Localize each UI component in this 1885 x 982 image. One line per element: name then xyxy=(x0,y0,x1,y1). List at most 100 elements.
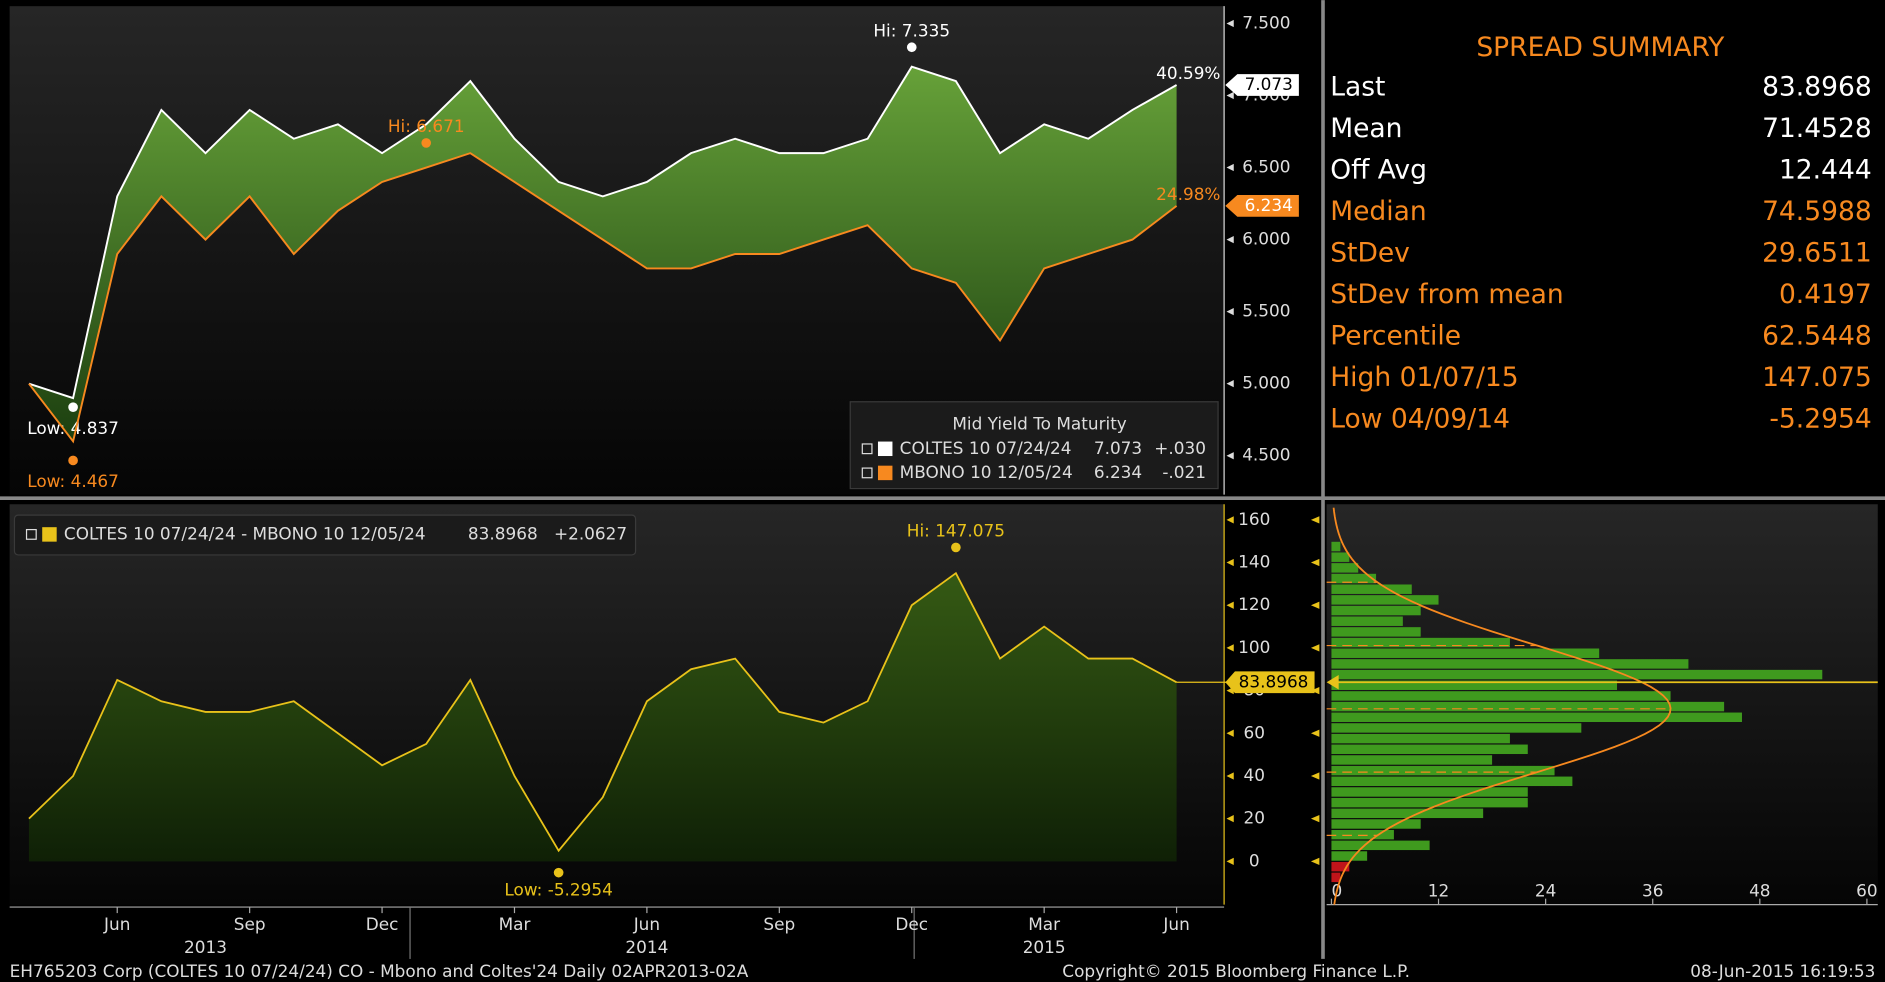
low-label: Low: 4.837 xyxy=(27,418,119,438)
hist-bar xyxy=(1331,851,1368,861)
legend-box xyxy=(849,401,1219,490)
hist-bar xyxy=(1331,552,1350,562)
summary-value: 0.4197 xyxy=(1779,279,1872,310)
summary-label: Median xyxy=(1330,196,1426,227)
hist-bar xyxy=(1331,563,1359,573)
low-marker xyxy=(68,455,78,466)
hist-bar xyxy=(1331,669,1823,680)
last-value-box xyxy=(1225,195,1299,217)
year-label: 2014 xyxy=(625,937,668,957)
legend-name: COLTES 10 07/24/24 - MBONO 10 12/05/24 xyxy=(64,523,426,543)
summary-label: StDev xyxy=(1330,238,1410,269)
y-tick-label: 0 xyxy=(1249,850,1260,870)
hist-y-tick xyxy=(1310,729,1320,737)
x-tick-label: 24 xyxy=(1535,880,1556,900)
high-label: Hi: 7.335 xyxy=(873,21,950,41)
spread-area xyxy=(28,573,1177,862)
summary-label: Off Avg xyxy=(1330,155,1427,186)
y-tick-label: 120 xyxy=(1238,594,1270,614)
y-tick-label: 20 xyxy=(1244,808,1265,828)
x-tick-label: Mar xyxy=(1028,914,1060,934)
legend-value: 83.8968 xyxy=(468,523,538,543)
hist-y-tick xyxy=(1310,644,1320,652)
legend-swatch xyxy=(877,441,893,457)
y-tick xyxy=(1226,815,1234,823)
y-tick-label: 5.500 xyxy=(1242,301,1290,321)
hist-bar xyxy=(1331,712,1742,723)
x-tick-label: Sep xyxy=(763,914,795,934)
y-tick-label: 160 xyxy=(1238,509,1270,529)
change-pct: 24.98% xyxy=(1156,184,1220,204)
hist-bar xyxy=(1331,765,1555,776)
last-value-arrow xyxy=(1326,675,1339,690)
y-tick xyxy=(1226,452,1234,460)
legend-change: +2.0627 xyxy=(554,523,627,543)
y-tick-label: 6.500 xyxy=(1242,157,1290,177)
y-tick xyxy=(1226,235,1234,244)
hist-bar xyxy=(1331,584,1412,594)
hist-bar xyxy=(1331,787,1528,797)
y-tick-label: 7.500 xyxy=(1242,12,1290,32)
last-value: 7.073 xyxy=(1245,74,1293,94)
hist-bar xyxy=(1331,733,1510,744)
legend-swatch xyxy=(42,527,57,542)
summary-value: 83.8968 xyxy=(1762,72,1872,103)
hist-bar xyxy=(1331,723,1582,733)
hist-bar xyxy=(1331,605,1421,616)
summary-value: 12.444 xyxy=(1779,155,1872,186)
low-label: Low: 4.467 xyxy=(27,471,119,491)
legend-value: 6.234 xyxy=(1094,462,1142,482)
legend-change: +.030 xyxy=(1154,438,1206,458)
x-tick-label: Jun xyxy=(1162,914,1189,934)
series-line xyxy=(28,152,1178,444)
hist-bar xyxy=(1331,595,1439,605)
y-tick-label: 100 xyxy=(1238,637,1270,657)
y-tick-label: 5.000 xyxy=(1242,373,1290,393)
hist-bar xyxy=(1331,691,1671,701)
hist-y-tick xyxy=(1310,815,1320,823)
footer-left: EH765203 Corp (COLTES 10 07/24/24) CO - … xyxy=(10,961,749,981)
y-tick xyxy=(1226,19,1234,28)
legend-toggle xyxy=(861,443,873,455)
hist-y-tick xyxy=(1310,772,1320,780)
high-marker xyxy=(421,138,432,148)
x-tick-label: 60 xyxy=(1856,880,1877,900)
legend-name: MBONO 10 12/05/24 xyxy=(900,462,1073,482)
summary-value: 29.6511 xyxy=(1762,238,1872,269)
hist-bar xyxy=(1331,627,1421,637)
hist-y-tick xyxy=(1310,558,1320,567)
last-value: 83.8968 xyxy=(1239,671,1309,691)
hist-y-tick xyxy=(1310,857,1320,865)
normal-curve xyxy=(1332,507,1672,905)
y-tick xyxy=(1226,601,1234,609)
y-tick xyxy=(1226,857,1234,865)
legend-toggle xyxy=(25,528,37,540)
y-tick xyxy=(1226,380,1234,388)
year-label: 2015 xyxy=(1023,937,1066,957)
low-label: Low: -5.2954 xyxy=(504,880,612,900)
change-pct: 40.59% xyxy=(1156,63,1220,83)
x-tick-label: Jun xyxy=(103,914,130,934)
summary-label: Low 04/09/14 xyxy=(1330,404,1510,435)
hist-y-tick xyxy=(1310,686,1320,695)
hist-bar xyxy=(1331,573,1377,584)
series-line xyxy=(28,65,1178,400)
hist-bar xyxy=(1331,776,1573,787)
x-tick-label: 48 xyxy=(1749,880,1770,900)
last-value-box xyxy=(1225,74,1299,96)
x-tick-label: Sep xyxy=(234,914,266,934)
high-marker xyxy=(951,542,961,553)
summary-value: 62.5448 xyxy=(1762,321,1872,352)
hist-bar xyxy=(1331,861,1350,872)
hist-bar xyxy=(1331,701,1725,712)
legend-title: Mid Yield To Maturity xyxy=(952,414,1126,434)
summary-value: 74.5988 xyxy=(1762,196,1872,227)
y-tick xyxy=(1226,558,1234,567)
summary-label: Mean xyxy=(1330,113,1402,144)
low-marker xyxy=(553,867,564,878)
legend-value: 7.073 xyxy=(1094,438,1142,458)
hist-bar xyxy=(1331,541,1341,552)
footer-right: 08-Jun-2015 16:19:53 xyxy=(1690,961,1875,981)
high-marker xyxy=(906,42,917,53)
high-label: Hi: 147.075 xyxy=(907,521,1005,541)
